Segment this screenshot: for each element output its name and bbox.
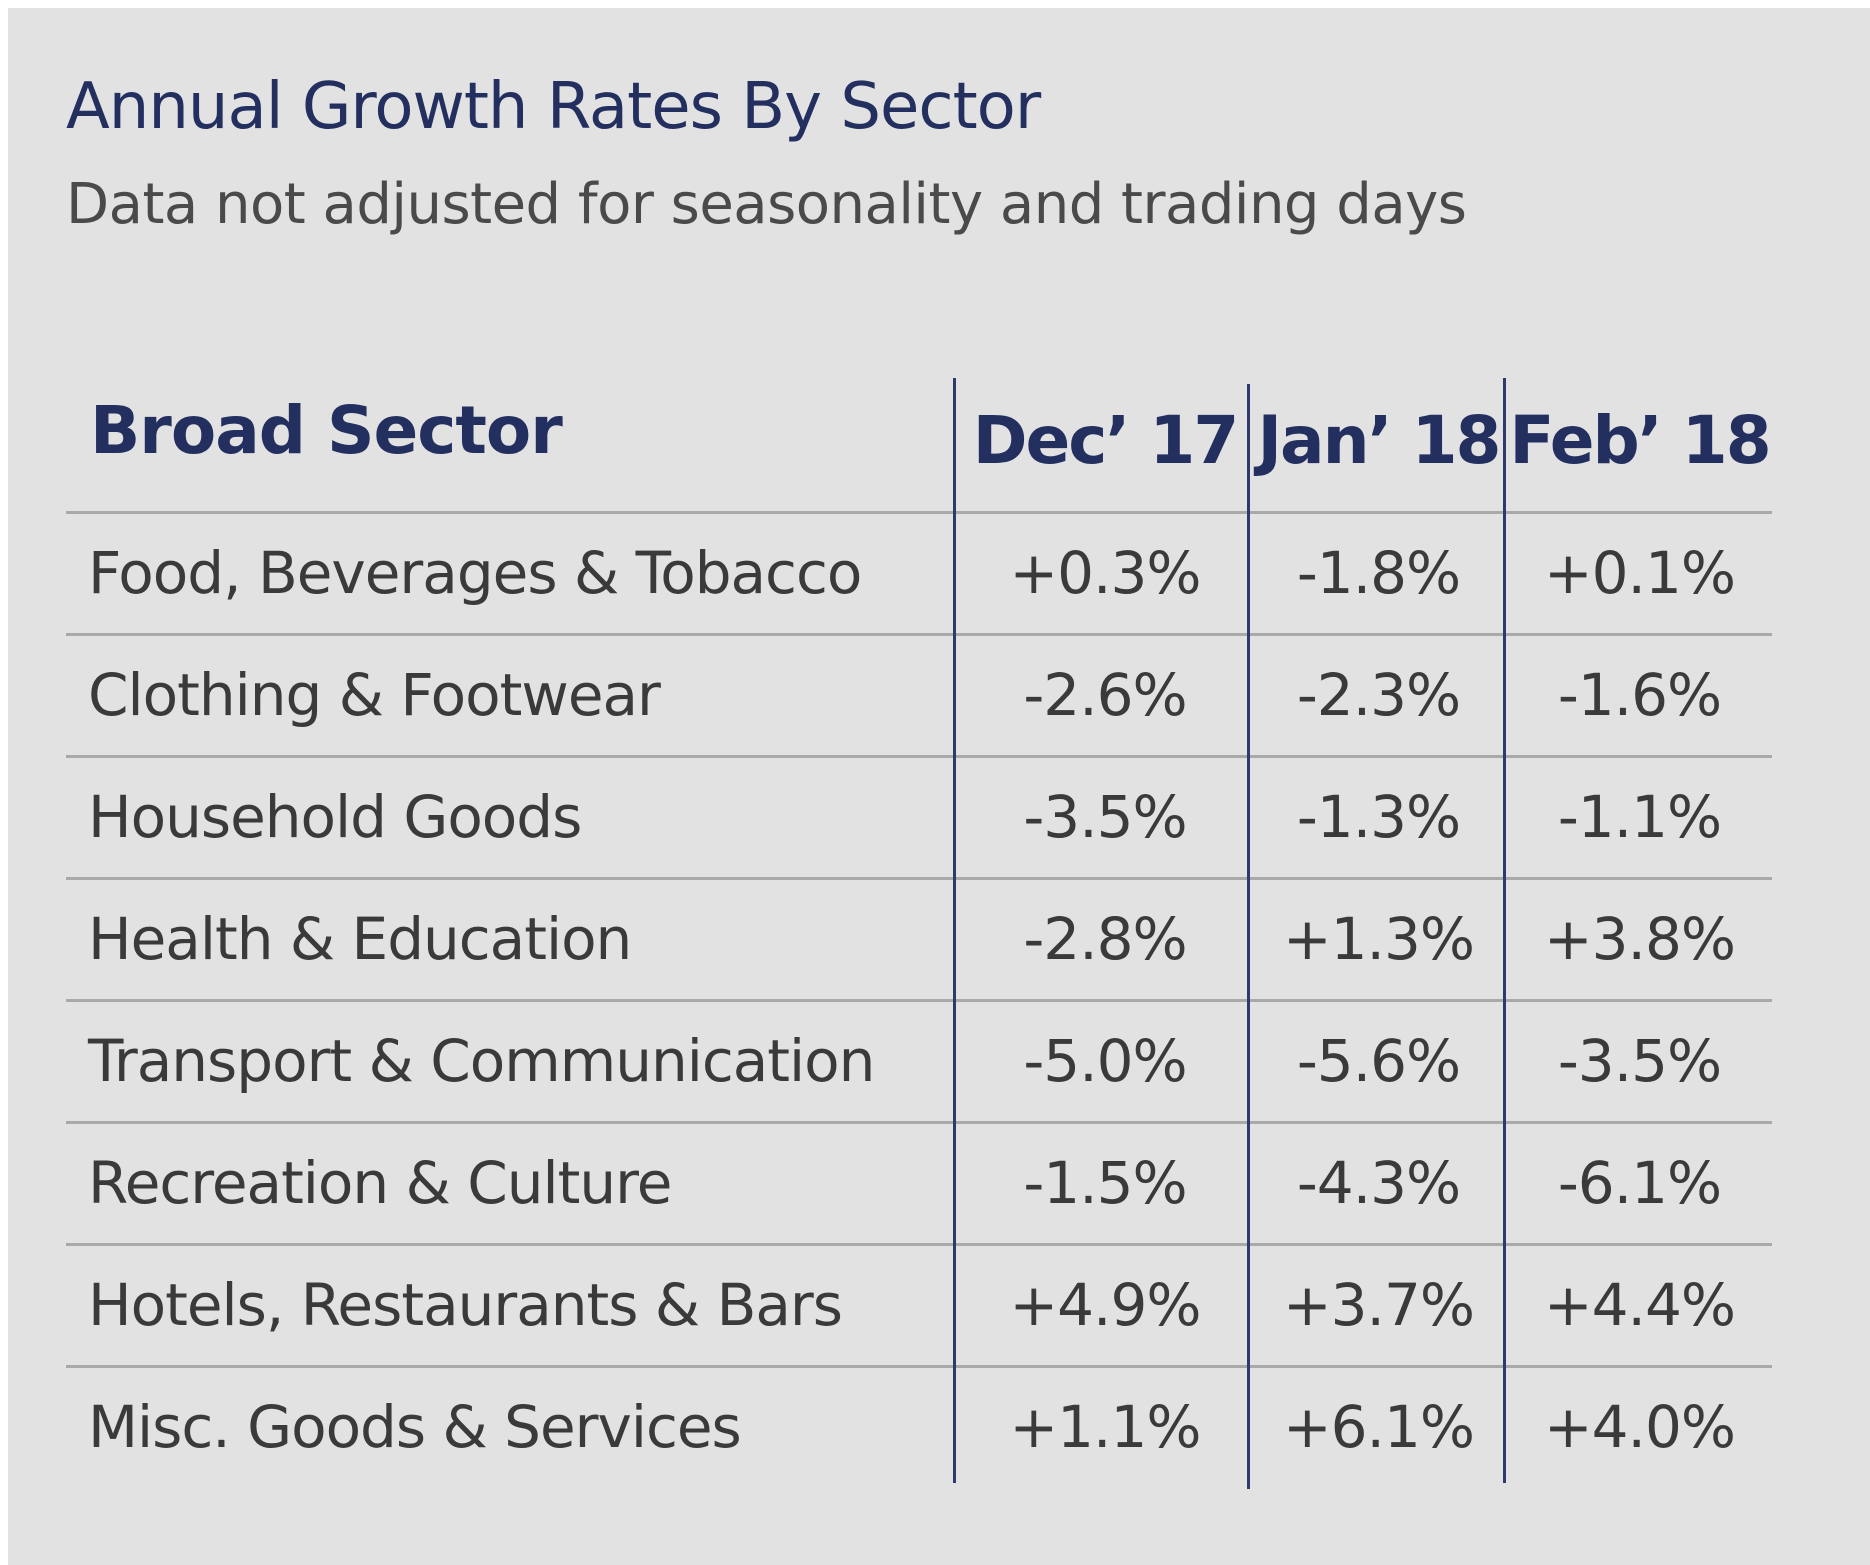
growth-rate-cell: +4.4% bbox=[1544, 1271, 1736, 1339]
growth-rate-cell: -1.5% bbox=[1023, 1149, 1187, 1217]
growth-rate-cell: -3.5% bbox=[1557, 1027, 1722, 1095]
growth-rate-cell: -5.6% bbox=[1296, 1027, 1461, 1095]
column-header-jan-18: Jan’ 18 bbox=[1257, 402, 1502, 479]
growth-rate-cell: +0.3% bbox=[1009, 539, 1202, 607]
growth-rate-cell: -1.1% bbox=[1557, 783, 1722, 851]
row-rule bbox=[66, 1243, 1772, 1246]
sector-label: Recreation & Culture bbox=[88, 1149, 672, 1217]
table-row: Hotels, Restaurants & Bars +4.9% +3.7% +4.4… bbox=[0, 1244, 1870, 1366]
growth-rate-cell: -2.8% bbox=[1023, 905, 1187, 973]
growth-rate-cell: -6.1% bbox=[1557, 1149, 1722, 1217]
growth-rate-cell: -5.0% bbox=[1023, 1027, 1187, 1095]
growth-rate-cell: +1.3% bbox=[1283, 905, 1475, 973]
growth-rate-cell: -1.8% bbox=[1296, 539, 1461, 607]
sector-label: Household Goods bbox=[88, 783, 582, 851]
row-rule bbox=[66, 999, 1772, 1002]
column-header-feb-18: Feb’ 18 bbox=[1509, 402, 1771, 479]
growth-rate-cell: -3.5% bbox=[1023, 783, 1187, 851]
table-row: Recreation & Culture -1.5% -4.3% -6.1% bbox=[0, 1122, 1870, 1244]
row-rule bbox=[66, 755, 1772, 758]
column-divider-1 bbox=[953, 378, 956, 1483]
sector-label: Clothing & Footwear bbox=[88, 661, 661, 729]
growth-rate-cell: +4.9% bbox=[1009, 1271, 1202, 1339]
header-rule bbox=[66, 511, 1772, 514]
row-rule bbox=[66, 1365, 1772, 1368]
column-header-dec-17: Dec’ 17 bbox=[972, 402, 1240, 479]
growth-rate-cell: +4.0% bbox=[1544, 1393, 1736, 1461]
growth-rate-cell: -2.3% bbox=[1296, 661, 1461, 729]
table-subtitle: Data not adjusted for seasonality and tr… bbox=[66, 172, 1467, 237]
column-divider-3 bbox=[1503, 378, 1506, 1483]
sector-label: Misc. Goods & Services bbox=[88, 1393, 742, 1461]
sector-label: Hotels, Restaurants & Bars bbox=[88, 1271, 843, 1339]
growth-rate-cell: -2.6% bbox=[1023, 661, 1187, 729]
table-row: Misc. Goods & Services +1.1% +6.1% +4.0% bbox=[0, 1366, 1870, 1488]
sector-label: Health & Education bbox=[88, 905, 632, 973]
sector-label: Transport & Communication bbox=[88, 1027, 875, 1095]
row-rule bbox=[66, 877, 1772, 880]
table-row: Household Goods -3.5% -1.3% -1.1% bbox=[0, 756, 1870, 878]
growth-rate-cell: +3.7% bbox=[1283, 1271, 1475, 1339]
table-row: Clothing & Footwear -2.6% -2.3% -1.6% bbox=[0, 634, 1870, 756]
table-panel bbox=[8, 8, 1870, 1565]
table-title: Annual Growth Rates By Sector bbox=[66, 70, 1041, 144]
growth-rate-cell: -1.3% bbox=[1296, 783, 1461, 851]
column-header-sector: Broad Sector bbox=[90, 392, 563, 469]
growth-rate-cell: -1.6% bbox=[1557, 661, 1722, 729]
growth-rate-cell: +0.1% bbox=[1544, 539, 1736, 607]
table-row: Health & Education -2.8% +1.3% +3.8% bbox=[0, 878, 1870, 1000]
growth-rate-cell: +3.8% bbox=[1544, 905, 1736, 973]
table-row: Food, Beverages & Tobacco +0.3% -1.8% +0.1% bbox=[0, 512, 1870, 634]
growth-rate-cell: -4.3% bbox=[1296, 1149, 1461, 1217]
growth-rate-cell: +1.1% bbox=[1009, 1393, 1202, 1461]
growth-rate-cell: +6.1% bbox=[1283, 1393, 1475, 1461]
table-row: Transport & Communication -5.0% -5.6% -3.5% bbox=[0, 1000, 1870, 1122]
column-divider-2 bbox=[1247, 384, 1250, 1489]
row-rule bbox=[66, 633, 1772, 636]
row-rule bbox=[66, 1121, 1772, 1124]
sector-label: Food, Beverages & Tobacco bbox=[88, 539, 862, 607]
